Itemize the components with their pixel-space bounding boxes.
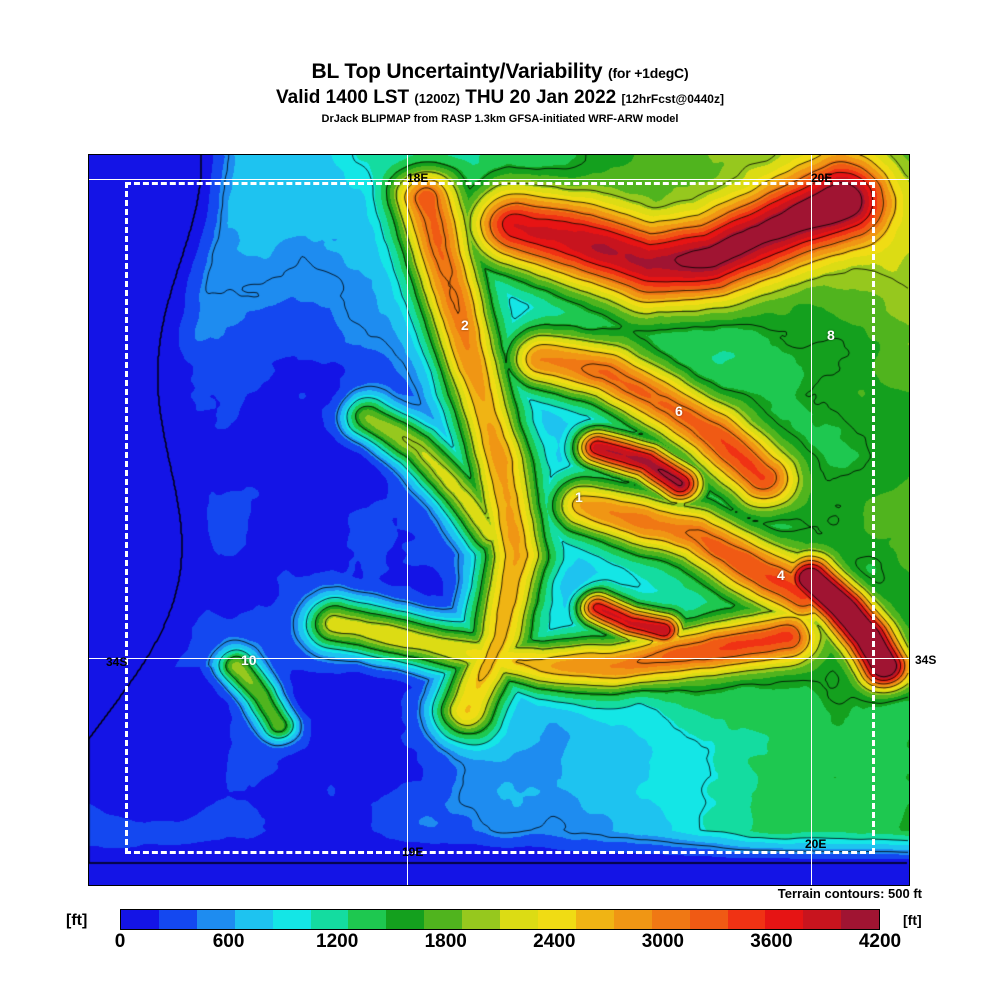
colorbar-tick-600: 600 (212, 931, 245, 952)
valid-local-time: Valid 1400 LST (276, 87, 410, 108)
graticule-lat-line (89, 179, 909, 180)
station-marker-1: 1 (575, 489, 583, 505)
colorbar-swatch-1 (158, 910, 197, 929)
valid-date: THU 20 Jan 2022 (465, 87, 617, 108)
terrain-contour-note: Terrain contours: 500 ft (777, 886, 922, 901)
colorbar-tick-1800: 1800 (424, 931, 467, 952)
lon-label-19E-2: 19E (402, 845, 424, 859)
graticule-lon-line-19e (407, 155, 408, 885)
colorbar-swatch-14 (651, 910, 690, 929)
colorbar-swatch-0 (121, 910, 159, 929)
colorbar-tick-labels: 0 600 1200 1800 2400 3000 3600 4200 (115, 931, 901, 957)
graticule-lat-line-34s (89, 658, 909, 659)
lon-label-18E-0: 18E (407, 171, 429, 185)
station-marker-2: 2 (461, 317, 469, 333)
colorbar-tick-1200: 1200 (316, 931, 359, 952)
chart-title-main: BL Top Uncertainty/Variability (311, 60, 603, 83)
colorbar-swatch-17 (765, 910, 804, 929)
colorbar-swatch-12 (575, 910, 614, 929)
station-marker-4: 4 (777, 567, 785, 583)
colorbar-swatch-13 (613, 910, 652, 929)
lat-label-left-34s: 34S (106, 655, 128, 669)
forecast-hour-label: [12hrFcst@0440z] (621, 92, 724, 106)
colorbar-swatch-10 (500, 910, 538, 929)
lon-label-20E-1: 20E (811, 171, 833, 185)
lon-label-20E-3: 20E (805, 837, 827, 851)
colorbar-tick-3600: 3600 (750, 931, 793, 952)
colorbar-tick-4200: 4200 (858, 931, 902, 952)
colorbar-swatch-9 (462, 910, 501, 929)
colorbar-tick-3000: 3000 (641, 931, 684, 952)
colorbar-swatch-19 (841, 910, 880, 929)
colorbar-swatch-3 (234, 910, 273, 929)
colorbar-swatch-16 (727, 910, 766, 929)
colorbar-swatch-7 (386, 910, 425, 929)
colorbar-swatch-2 (196, 910, 235, 929)
colorbar-swatch-8 (424, 910, 463, 929)
title-block: BL Top Uncertainty/Variability (for +1de… (0, 60, 1000, 125)
graticule-lon-line-20e (811, 155, 812, 885)
station-marker-10: 10 (241, 652, 257, 668)
forecast-field-canvas (89, 155, 909, 885)
colorbar-unit-right: [ft] (903, 912, 922, 928)
colorbar-swatch-15 (689, 910, 728, 929)
valid-utc-time: (1200Z) (414, 91, 460, 106)
chart-title-qualifier: (for +1degC) (607, 65, 689, 81)
colorbar (120, 909, 880, 930)
colorbar-swatch-6 (348, 910, 387, 929)
colorbar-unit-left: [ft] (66, 912, 88, 929)
valid-time-line: Valid 1400 LST (1200Z) THU 20 Jan 2022 [… (0, 87, 1000, 109)
colorbar-swatch-4 (272, 910, 311, 929)
station-marker-6: 6 (675, 403, 683, 419)
lat-label-right-34s: 34S (915, 653, 937, 667)
map-panel: 18E 20E 19E 20E 34S 2 8 6 1 4 10 (88, 154, 910, 886)
chart-title: BL Top Uncertainty/Variability (for +1de… (0, 60, 1000, 84)
colorbar-tick-0: 0 (114, 931, 126, 952)
colorbar-swatch-18 (803, 910, 842, 929)
station-marker-8: 8 (827, 327, 835, 343)
map-frame: 18E 20E 19E 20E 34S 2 8 6 1 4 10 (88, 154, 910, 886)
colorbar-swatch-11 (537, 910, 576, 929)
model-source-line: DrJack BLIPMAP from RASP 1.3km GFSA-init… (321, 113, 679, 125)
colorbar-tick-2400: 2400 (533, 931, 576, 952)
colorbar-swatch-5 (310, 910, 349, 929)
